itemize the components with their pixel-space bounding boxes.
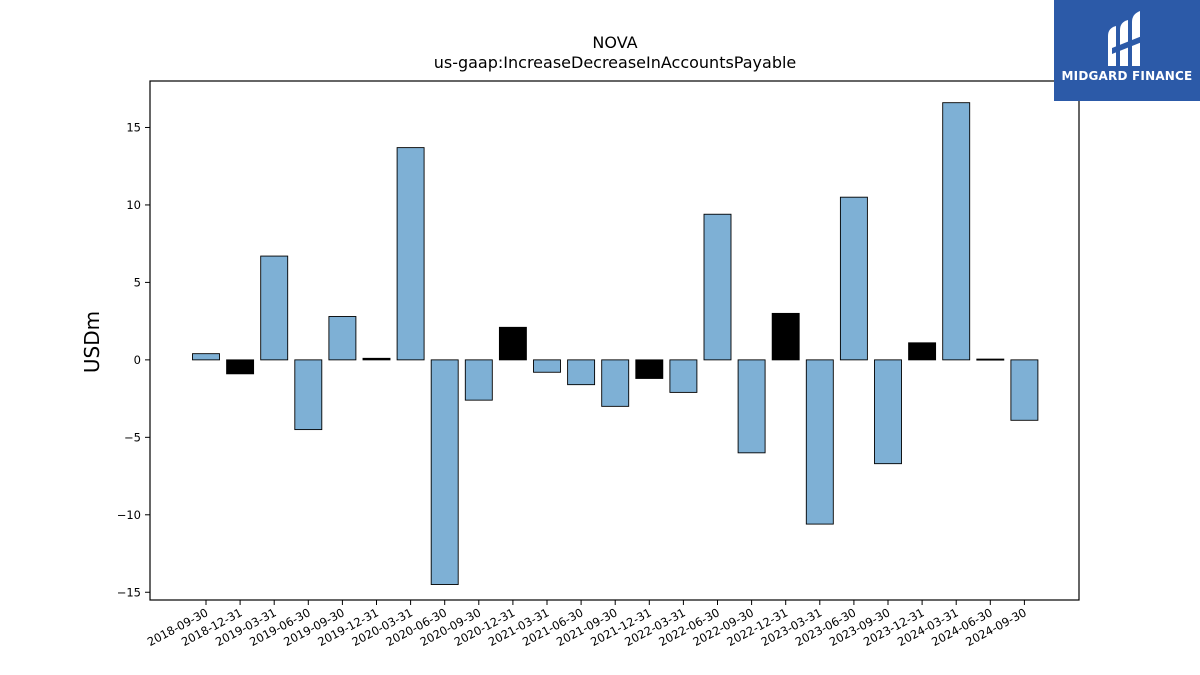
midgard-finance-logo: MIDGARD FINANCE [1054, 0, 1200, 101]
bar-2023-09-30 [874, 359, 902, 465]
y-axis-label: USDm [80, 311, 104, 373]
logo-text: MIDGARD FINANCE [1061, 69, 1193, 83]
bar-2022-03-31 [669, 359, 698, 393]
bar-2019-06-30 [294, 359, 323, 431]
bar-2021-12-31 [635, 359, 664, 379]
bar-2024-03-31 [942, 102, 971, 361]
bar-2023-06-30 [839, 196, 868, 361]
bar-2020-06-30 [430, 359, 459, 585]
chart-subtitle: us-gaap:IncreaseDecreaseInAccountsPayabl… [434, 53, 797, 72]
bar-2018-09-30 [192, 353, 220, 361]
y-tick-label: 0 [134, 353, 141, 367]
bar-2022-12-31 [771, 312, 800, 361]
chart-title: NOVA [592, 33, 637, 52]
bar-2020-09-30 [464, 359, 493, 401]
bar-2021-03-31 [533, 359, 561, 373]
bars-group [192, 102, 1039, 585]
midgard-logo-icon [1108, 11, 1142, 66]
plot-frame [149, 80, 1080, 601]
bar-2020-03-31 [396, 147, 425, 361]
y-tick-label: 5 [134, 275, 141, 289]
y-tick-label: −10 [117, 508, 141, 522]
y-tick-label: −5 [124, 430, 141, 444]
x-axis-ticks: 2018-09-302018-12-312019-03-312019-06-30… [145, 600, 1029, 649]
bar-2020-12-31 [498, 326, 527, 361]
bar-2024-09-30 [1010, 359, 1039, 421]
bar-2019-03-31 [260, 255, 289, 361]
bar-2021-09-30 [601, 359, 630, 407]
bar-2022-09-30 [737, 359, 766, 454]
bar-2018-12-31 [226, 359, 255, 375]
bar-2023-12-31 [908, 342, 937, 361]
bar-2022-06-30 [703, 213, 732, 361]
y-axis-ticks: −15 −10 −5 0 5 10 15 [117, 120, 150, 599]
bar-2021-06-30 [567, 359, 596, 386]
bar-2019-09-30 [328, 316, 357, 361]
bar-2024-06-30 [976, 358, 1005, 361]
y-tick-label: 15 [126, 120, 141, 134]
y-tick-label: 10 [126, 198, 141, 212]
bar-2019-12-31 [362, 357, 391, 361]
y-tick-label: −15 [117, 585, 141, 599]
bar-2023-03-31 [805, 359, 834, 525]
